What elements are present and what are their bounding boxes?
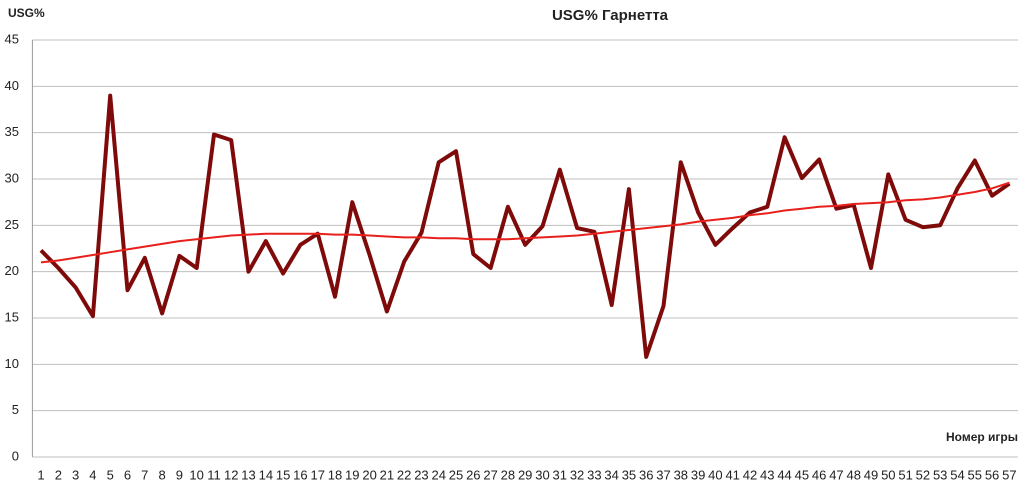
x-tick-label: 49 [864, 467, 878, 482]
y-tick-label: 45 [5, 31, 19, 46]
x-tick-label: 35 [622, 467, 636, 482]
x-tick-label: 13 [241, 467, 255, 482]
x-tick-label: 39 [691, 467, 705, 482]
x-tick-label: 33 [587, 467, 601, 482]
y-tick-label: 5 [12, 402, 19, 417]
x-tick-label: 7 [141, 467, 148, 482]
x-tick-label: 25 [449, 467, 463, 482]
x-tick-label: 34 [604, 467, 618, 482]
x-tick-label: 8 [158, 467, 165, 482]
x-tick-label: 42 [743, 467, 757, 482]
x-tick-label: 30 [535, 467, 549, 482]
x-tick-label: 53 [933, 467, 947, 482]
x-tick-label: 17 [310, 467, 324, 482]
x-tick-label: 51 [898, 467, 912, 482]
x-tick-label: 22 [397, 467, 411, 482]
x-tick-label: 14 [259, 467, 273, 482]
x-tick-label: 29 [518, 467, 532, 482]
y-tick-label: 35 [5, 124, 19, 139]
x-tick-label: 12 [224, 467, 238, 482]
x-tick-label: 15 [276, 467, 290, 482]
y-tick-label: 15 [5, 309, 19, 324]
y-tick-label: 30 [5, 170, 19, 185]
x-tick-label: 43 [760, 467, 774, 482]
x-tick-label: 47 [829, 467, 843, 482]
x-tick-label: 54 [950, 467, 964, 482]
x-tick-label: 27 [483, 467, 497, 482]
x-tick-label: 5 [107, 467, 114, 482]
y-tick-label: 0 [12, 448, 19, 463]
x-tick-label: 32 [570, 467, 584, 482]
x-tick-label: 26 [466, 467, 480, 482]
x-tick-label: 52 [916, 467, 930, 482]
x-tick-label: 37 [656, 467, 670, 482]
y-axis-label: USG% [8, 6, 45, 20]
x-tick-label: 31 [553, 467, 567, 482]
y-tick-label: 40 [5, 78, 19, 93]
x-tick-label: 40 [708, 467, 722, 482]
x-tick-label: 9 [176, 467, 183, 482]
y-tick-label: 10 [5, 356, 19, 371]
x-tick-label: 10 [189, 467, 203, 482]
x-tick-label: 28 [501, 467, 515, 482]
x-tick-label: 18 [328, 467, 342, 482]
x-tick-label: 55 [968, 467, 982, 482]
y-tick-label: 20 [5, 263, 19, 278]
x-tick-label: 4 [89, 467, 96, 482]
x-tick-label: 50 [881, 467, 895, 482]
x-tick-label: 2 [55, 467, 62, 482]
x-tick-label: 21 [380, 467, 394, 482]
x-tick-label: 48 [846, 467, 860, 482]
x-tick-label: 3 [72, 467, 79, 482]
x-tick-label: 16 [293, 467, 307, 482]
series-line [40, 181, 1010, 264]
x-tick-label: 20 [362, 467, 376, 482]
x-tick-label: 24 [432, 467, 446, 482]
x-tick-label: 11 [207, 467, 221, 482]
x-tick-label: 57 [1002, 467, 1016, 482]
x-tick-label: 38 [674, 467, 688, 482]
x-tick-label: 41 [725, 467, 739, 482]
series-line [39, 93, 1011, 359]
x-tick-label: 6 [124, 467, 131, 482]
y-tick-label: 25 [5, 217, 19, 232]
x-tick-label: 45 [795, 467, 809, 482]
chart-title: USG% Гарнетта [552, 7, 669, 24]
x-tick-label: 44 [777, 467, 791, 482]
x-tick-label: 23 [414, 467, 428, 482]
x-tick-label: 36 [639, 467, 653, 482]
x-axis-label: Номер игры [946, 430, 1018, 444]
x-tick-label: 56 [985, 467, 999, 482]
x-tick-label: 1 [37, 467, 44, 482]
x-tick-label: 19 [345, 467, 359, 482]
x-tick-label: 46 [812, 467, 826, 482]
